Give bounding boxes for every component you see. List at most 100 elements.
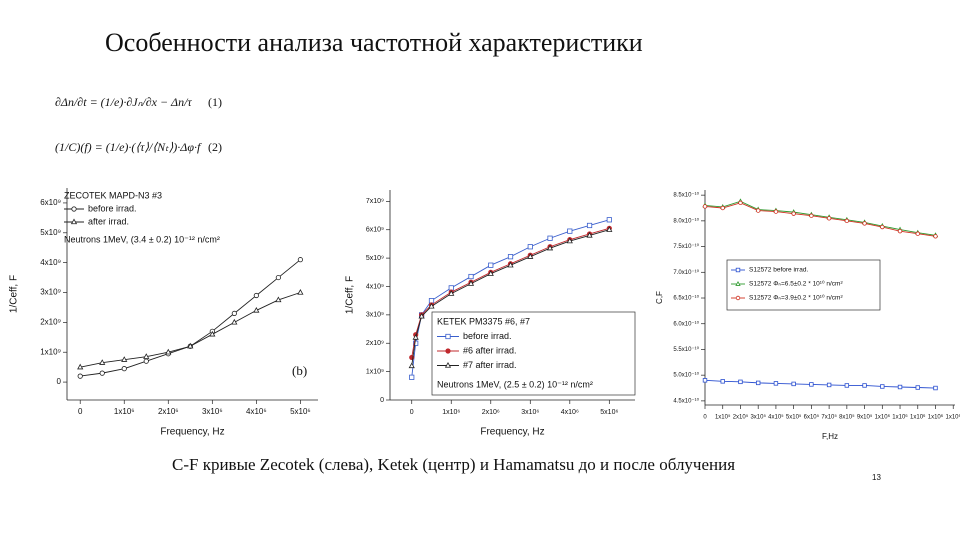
legend-marker xyxy=(444,362,452,368)
marker xyxy=(702,204,708,209)
x-tick-label: 1x10⁶ xyxy=(114,407,135,416)
marker xyxy=(826,382,832,388)
x-tick-label: 1x10⁶ xyxy=(910,414,926,421)
x-tick-label: 4x10⁵ xyxy=(768,414,784,421)
marker xyxy=(755,208,761,213)
marker xyxy=(121,366,127,372)
x-tick-label: 5x10⁶ xyxy=(600,409,618,416)
marker xyxy=(547,235,553,241)
marker xyxy=(606,226,613,232)
x-tick-label: 8x10⁵ xyxy=(839,414,855,421)
y-tick-label: 6.5x10⁻¹⁰ xyxy=(673,295,699,302)
y-tick-label: 0 xyxy=(57,377,62,386)
x-tick-label: 1x10⁶ xyxy=(875,414,891,421)
x-tick-label: 3x10⁶ xyxy=(202,407,223,416)
marker xyxy=(527,253,534,259)
x-tick-label: 2x10⁶ xyxy=(158,407,179,416)
marker xyxy=(253,306,260,313)
marker xyxy=(738,200,743,206)
y-tick-label: 8.0x10⁻¹⁰ xyxy=(673,217,699,224)
marker xyxy=(826,216,832,221)
marker xyxy=(231,318,238,325)
marker xyxy=(209,330,216,337)
marker xyxy=(412,334,419,340)
caption: C-F кривые Zecotek (слева), Ketek (центр… xyxy=(172,455,735,474)
legend-title: KETEK PM3375 #6, #7 xyxy=(437,316,530,326)
legend-box xyxy=(431,311,636,396)
y-tick-label: 5.5x10⁻¹⁰ xyxy=(673,346,699,353)
marker xyxy=(297,257,303,263)
x-tick-label: 1x10⁵ xyxy=(715,414,731,421)
marker xyxy=(586,222,593,229)
y-tick-label: 1x10⁹ xyxy=(40,347,61,356)
marker xyxy=(231,310,237,317)
y-tick-label: 2x10⁹ xyxy=(366,340,384,347)
marker xyxy=(844,218,850,224)
marker xyxy=(428,298,435,304)
page-number: 13 xyxy=(872,473,881,482)
y-tick-label: 6x10⁹ xyxy=(366,227,384,234)
y-tick-label: 7.5x10⁻¹⁰ xyxy=(673,243,699,250)
legend-label: #7 after irrad. xyxy=(463,360,517,370)
x-tick-label: 9x10⁵ xyxy=(857,414,873,421)
marker xyxy=(418,312,425,319)
marker xyxy=(409,374,415,380)
y-tick-label: 1x10⁹ xyxy=(366,368,384,375)
y-tick-label: 6.0x10⁻¹⁰ xyxy=(673,320,699,327)
marker xyxy=(791,381,796,387)
y-tick-label: 7.0x10⁻¹⁰ xyxy=(673,269,699,276)
x-tick-label: 7x10⁵ xyxy=(821,414,837,421)
y-tick-label: 5x10⁹ xyxy=(40,228,61,237)
y-tick-label: 5x10⁹ xyxy=(366,255,384,262)
y-tick-label: 6x10⁹ xyxy=(40,198,61,207)
marker xyxy=(99,370,105,376)
marker xyxy=(275,274,281,281)
annotation: (b) xyxy=(292,363,307,378)
marker xyxy=(187,342,194,349)
marker xyxy=(77,373,83,379)
y-axis-label: 1/Ceff, F xyxy=(9,275,20,313)
marker xyxy=(773,209,779,214)
x-tick-label: 4x10⁶ xyxy=(561,409,579,416)
marker xyxy=(143,358,149,364)
annotation: Neutrons 1MeV, (3.4 ± 0.2) 10⁻¹² n/cm² xyxy=(64,234,220,244)
marker xyxy=(862,383,867,388)
marker xyxy=(809,213,814,218)
y-axis-label: C,F xyxy=(655,291,664,304)
marker xyxy=(567,228,573,234)
marker xyxy=(738,379,743,385)
marker xyxy=(606,217,612,223)
legend-marker xyxy=(71,206,77,212)
legend-marker xyxy=(445,348,451,354)
legend-box xyxy=(726,259,881,311)
marker xyxy=(773,381,779,386)
legend-marker xyxy=(735,267,741,273)
marker xyxy=(791,211,796,216)
marker xyxy=(487,270,494,276)
marker xyxy=(915,385,920,390)
marker xyxy=(933,234,938,239)
marker xyxy=(77,363,84,370)
x-tick-label: 5x10⁵ xyxy=(786,414,802,421)
legend-marker xyxy=(70,218,78,225)
x-tick-label: 1x10⁶ xyxy=(928,414,944,421)
x-tick-label: 0 xyxy=(410,409,414,416)
x-tick-label: 1x10⁶ xyxy=(442,409,460,416)
marker xyxy=(720,205,725,211)
marker xyxy=(467,280,475,286)
legend-label: before irrad. xyxy=(463,331,512,341)
legend-marker xyxy=(445,333,451,340)
x-tick-label: 3x10⁶ xyxy=(521,409,539,416)
x-tick-label: 2x10⁶ xyxy=(482,409,500,416)
legend-title: ZECOTEK MAPD-N3 #3 xyxy=(64,190,162,200)
marker xyxy=(720,379,725,384)
y-tick-label: 2x10⁹ xyxy=(40,317,61,326)
y-tick-label: 8.5x10⁻¹⁰ xyxy=(673,192,699,199)
x-axis-label: Frequency, Hz xyxy=(160,427,224,438)
marker xyxy=(468,273,474,280)
y-axis-label: 1/Ceff, F xyxy=(345,276,356,314)
marker xyxy=(897,384,903,390)
legend-label: S12572 before irrad. xyxy=(749,267,808,274)
marker xyxy=(253,292,259,299)
